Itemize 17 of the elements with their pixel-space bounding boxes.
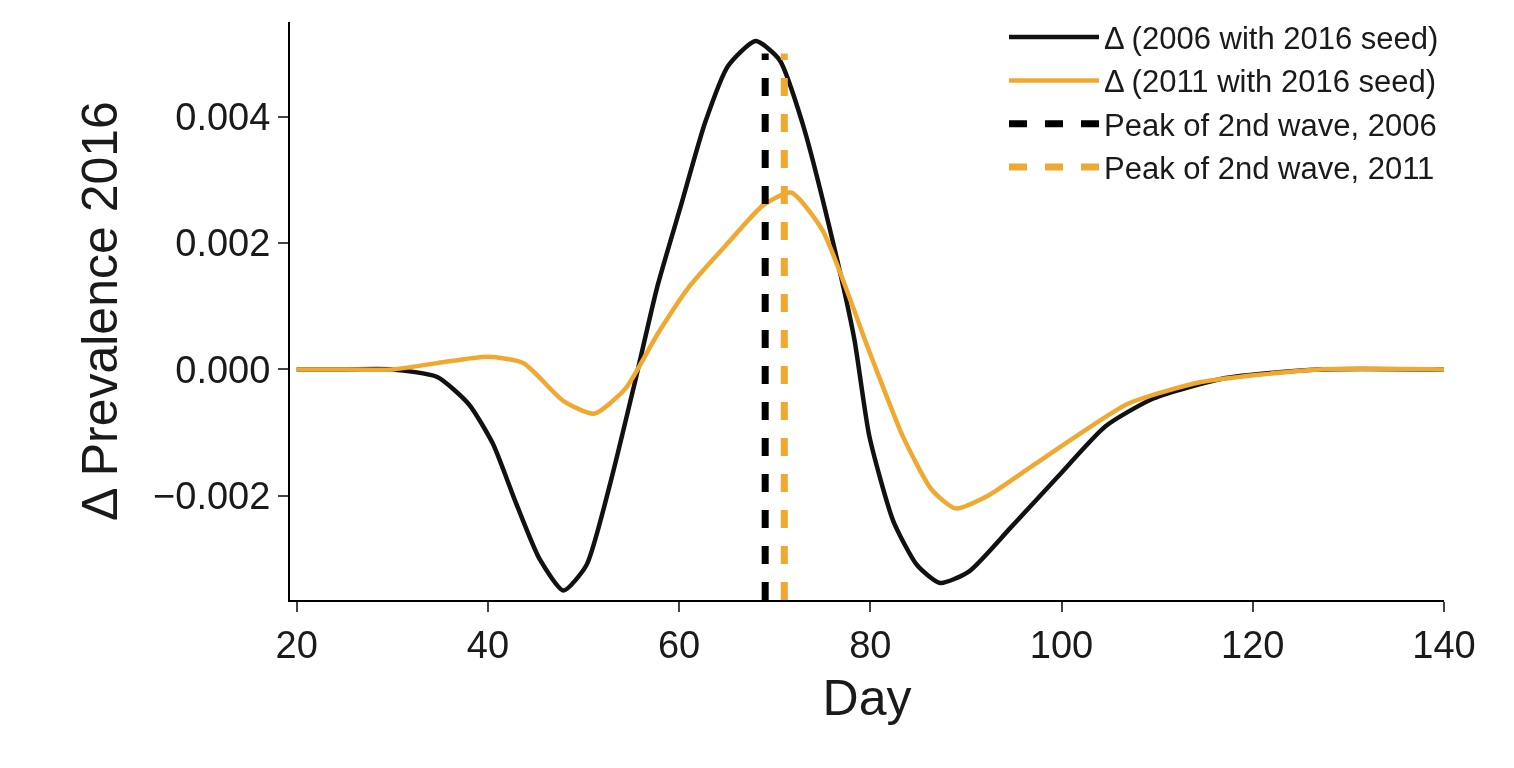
y-tick-label: 0.000 [175, 348, 271, 391]
x-tick-label: 120 [1221, 623, 1285, 666]
y-axis-title: Δ Prevalence 2016 [71, 101, 128, 521]
legend-label: Δ (2011 with 2016 seed) [1104, 64, 1437, 100]
legend-label: Peak of 2nd wave, 2011 [1104, 151, 1435, 187]
x-tick-label: 100 [1029, 623, 1094, 666]
x-tick-label: 20 [275, 623, 318, 666]
y-tick-label: 0.004 [175, 96, 271, 139]
y-tick-label: −0.002 [153, 475, 271, 518]
x-tick-label: 140 [1412, 623, 1476, 666]
x-axis-title: Day [822, 669, 912, 726]
y-tick-label: 0.002 [175, 222, 271, 265]
x-tick-label: 40 [466, 623, 510, 666]
legend-label: Peak of 2nd wave, 2006 [1104, 107, 1437, 143]
x-tick-label: 80 [849, 623, 892, 666]
x-tick-label: 60 [657, 623, 701, 666]
legend-label: Δ (2006 with 2016 seed) [1104, 21, 1439, 57]
